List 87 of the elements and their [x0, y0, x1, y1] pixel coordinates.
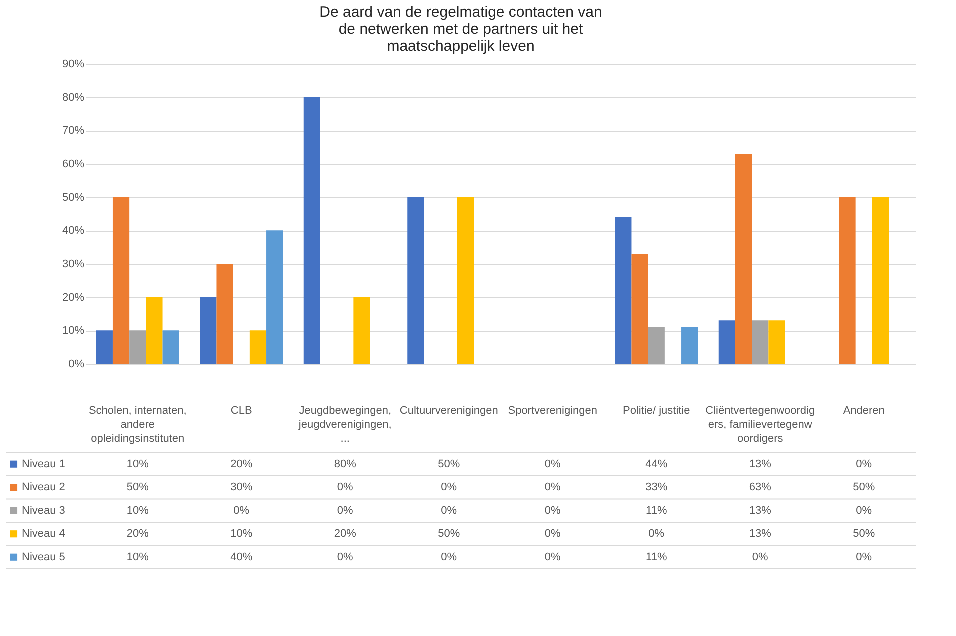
x-tick-label: Anderen: [843, 404, 885, 417]
y-tick-label: 50%: [62, 192, 85, 204]
data-label: 0%: [648, 528, 665, 540]
data-label: 0%: [752, 551, 769, 564]
bar: [216, 264, 234, 364]
data-label: 0%: [544, 504, 562, 517]
data-label: 0%: [234, 504, 250, 517]
bar: [250, 330, 267, 364]
data-label: 0%: [544, 458, 562, 470]
y-tick-label: 70%: [62, 125, 85, 138]
data-label: 13%: [749, 458, 772, 470]
y-tick-label: 60%: [62, 158, 85, 170]
data-label: 20%: [126, 528, 150, 540]
bar: [839, 197, 856, 364]
data-label: 20%: [230, 458, 253, 470]
x-tick-label: Cliëntvertegenwoordigers, familievertegenwoordigers: [706, 404, 816, 445]
bar: [354, 297, 370, 364]
bar: [648, 327, 665, 364]
bar: [266, 230, 284, 364]
bar: [200, 297, 217, 364]
bar: [162, 330, 180, 364]
legend-label: Niveau 3: [22, 504, 66, 517]
legend-label: Niveau 2: [22, 482, 66, 494]
data-label: 0%: [856, 458, 872, 470]
bar: [408, 197, 424, 364]
data-label: 40%: [230, 551, 253, 564]
x-tick-label: Politie/ justitie: [622, 404, 690, 417]
data-label: 10%: [126, 551, 150, 564]
data-label: 0%: [856, 504, 872, 517]
data-label: 0%: [856, 551, 872, 564]
bar: [130, 330, 146, 364]
data-label: 20%: [334, 528, 357, 540]
bar: [96, 330, 113, 364]
data-label: 0%: [544, 551, 562, 564]
data-label: 0%: [337, 551, 354, 564]
data-label: 10%: [230, 528, 253, 540]
data-label: 0%: [544, 528, 562, 540]
y-tick-label: 10%: [62, 325, 85, 338]
data-label: 0%: [441, 504, 458, 517]
bar: [752, 320, 769, 364]
data-label: 13%: [749, 504, 772, 517]
data-label: 0%: [544, 482, 562, 494]
x-tick-label: Scholen, internaten, andere opleidingsinstituten: [88, 404, 187, 445]
legend-label: Niveau 1: [22, 458, 66, 470]
data-label: 10%: [126, 504, 150, 517]
data-label: 50%: [126, 482, 150, 494]
data-label: 50%: [853, 528, 876, 540]
bar: [457, 197, 474, 364]
x-tick-label: CLB: [230, 404, 252, 417]
x-tick-label: Jeugdbewegingen, jeugdverenigingen, ...: [298, 404, 392, 445]
bar: [872, 197, 890, 364]
x-tick-label: Sportverenigingen: [508, 404, 598, 417]
data-label: 80%: [334, 458, 357, 470]
bar: [682, 327, 698, 364]
data-label: 50%: [853, 482, 876, 494]
data-label: 44%: [646, 458, 668, 470]
data-label: 10%: [126, 458, 150, 470]
data-label: 11%: [646, 504, 668, 517]
data-label: 30%: [230, 482, 253, 494]
data-label: 0%: [441, 482, 458, 494]
bar: [304, 97, 320, 364]
data-label: 33%: [646, 482, 668, 494]
data-label: 0%: [441, 551, 458, 564]
y-tick-label: 0%: [68, 358, 85, 370]
y-tick-label: 30%: [62, 258, 85, 270]
data-label: 0%: [337, 504, 354, 517]
data-label: 50%: [438, 458, 460, 470]
bar: [735, 154, 752, 364]
bar: [768, 320, 786, 364]
bar: [718, 320, 736, 364]
data-label: 0%: [337, 482, 354, 494]
data-label: 11%: [646, 551, 668, 564]
legend-label: Niveau 5: [22, 551, 66, 564]
data-label: 50%: [438, 528, 460, 540]
legend-label: Niveau 4: [22, 528, 66, 540]
chart-title: De aard van de regelmatige contacten van de netwerken met de partners uit het maatschappelijk leven: [320, 4, 602, 55]
bar: [146, 297, 163, 364]
data-label: 63%: [749, 482, 772, 494]
bar: [112, 197, 130, 364]
data-label: 13%: [749, 528, 772, 540]
y-tick-label: 90%: [62, 58, 85, 70]
y-tick-label: 40%: [62, 225, 85, 238]
bar: [632, 254, 648, 364]
x-tick-label: Cultuurverenigingen: [400, 404, 498, 417]
y-tick-label: 20%: [62, 292, 85, 304]
y-tick-label: 80%: [62, 92, 85, 104]
bar: [615, 217, 632, 364]
